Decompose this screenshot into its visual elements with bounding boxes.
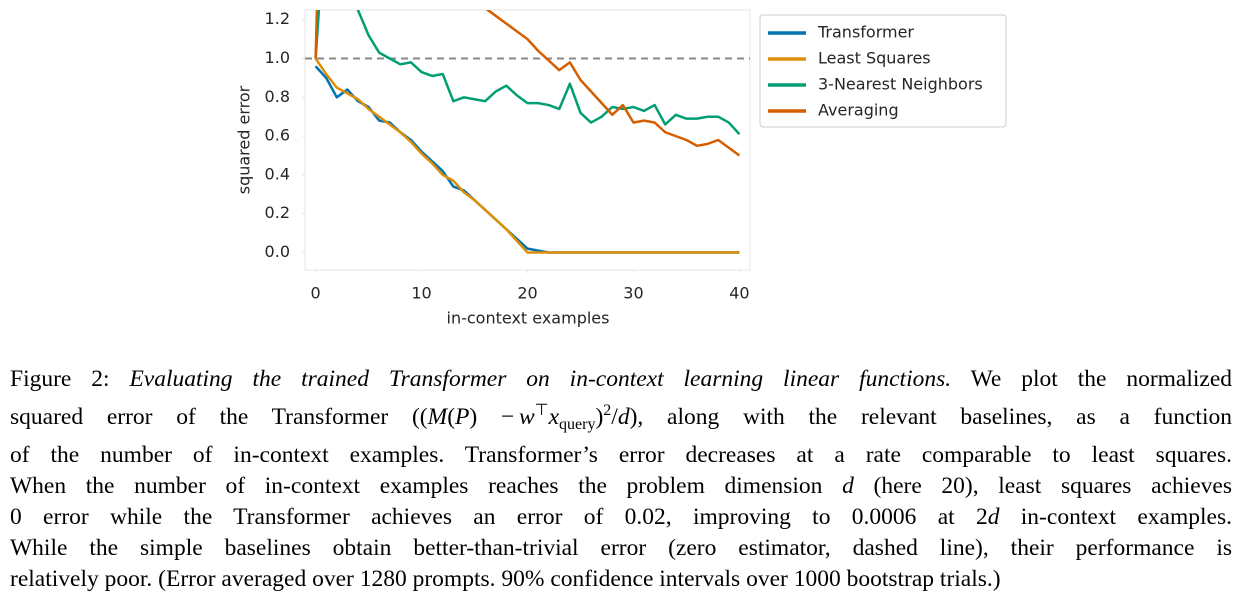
math: d xyxy=(617,404,630,430)
legend-label: Least Squares xyxy=(818,49,931,68)
math: / xyxy=(611,404,618,430)
math: query xyxy=(559,416,596,433)
caption-text: ), along with the relevant baselines, as… xyxy=(629,404,1232,430)
caption-line: While the simple baselines obtain better… xyxy=(10,533,1232,564)
caption-text: When the number of in-context examples r… xyxy=(10,473,823,499)
caption-text: of the number of in-context examples. Tr… xyxy=(10,442,1232,468)
x-tick-label: 40 xyxy=(729,284,749,303)
caption-text: squared error of the Transformer (( xyxy=(10,404,428,430)
math: 2 xyxy=(603,402,612,419)
math: ) xyxy=(595,404,604,430)
caption-line: 0 error while the Transformer achieves a… xyxy=(10,502,1232,533)
y-tick-label: 0.6 xyxy=(265,126,290,145)
y-tick-label: 0.2 xyxy=(265,203,290,222)
x-tick-label: 30 xyxy=(623,284,643,303)
caption-text: 0 error while the Transformer achieves a… xyxy=(10,504,988,530)
chart: in-context examples squared error Transf… xyxy=(235,9,1007,328)
figure-label: Figure 2: xyxy=(10,366,110,392)
y-tick-label: 1.2 xyxy=(265,9,290,28)
math: P xyxy=(455,404,470,430)
legend-label: Averaging xyxy=(818,101,899,120)
legend-label: 3-Nearest Neighbors xyxy=(818,75,983,94)
caption-line: squared error of the Transformer ((M(P) … xyxy=(10,395,1232,440)
math: d xyxy=(987,504,1000,530)
legend-box xyxy=(759,14,1007,128)
caption-text: (here 20), least squares achieves xyxy=(873,473,1233,499)
plot-area xyxy=(305,10,750,254)
x-tick-label: 0 xyxy=(311,284,321,303)
series-line xyxy=(314,57,740,254)
legend: Transformer Least Squares 3-Nearest Neighb… xyxy=(768,23,983,120)
x-tick-label: 20 xyxy=(517,284,537,303)
y-axis-label: squared error xyxy=(235,85,254,194)
legend-label: Transformer xyxy=(817,23,914,42)
series-line xyxy=(314,10,741,136)
math: ⊤ xyxy=(534,402,549,419)
y-tick-label: 0.0 xyxy=(265,242,290,261)
y-tick-label: 0.8 xyxy=(265,87,290,106)
y-tick-label: 0.4 xyxy=(265,164,290,183)
caption-line: of the number of in-context examples. Tr… xyxy=(10,440,1232,471)
math: ( xyxy=(447,404,456,430)
caption-line: When the number of in-context examples r… xyxy=(10,471,1232,502)
math: ) − xyxy=(469,404,515,430)
caption-text: While the simple baselines obtain better… xyxy=(10,535,1232,561)
math: w xyxy=(518,404,535,430)
math: d xyxy=(842,473,854,499)
y-tick-label: 1.0 xyxy=(265,48,290,67)
math: x xyxy=(548,404,560,430)
caption-title: Evaluating the trained Transformer on in… xyxy=(129,366,952,392)
caption-line: Figure 2: Evaluating the trained Transfo… xyxy=(10,364,1232,395)
x-tick-label: 10 xyxy=(411,284,431,303)
x-axis-label: in-context examples xyxy=(447,309,610,328)
math: M xyxy=(427,404,448,430)
series-line xyxy=(314,10,741,157)
caption-text: in-context examples. xyxy=(1020,504,1232,530)
series-line xyxy=(314,65,740,254)
caption: Figure 2: Evaluating the trained Transfo… xyxy=(10,364,1232,595)
caption-line: relatively poor. (Error averaged over 12… xyxy=(10,564,1232,595)
caption-text: relatively poor. (Error averaged over 12… xyxy=(10,566,1001,592)
caption-text: We plot the normalized xyxy=(970,366,1233,392)
